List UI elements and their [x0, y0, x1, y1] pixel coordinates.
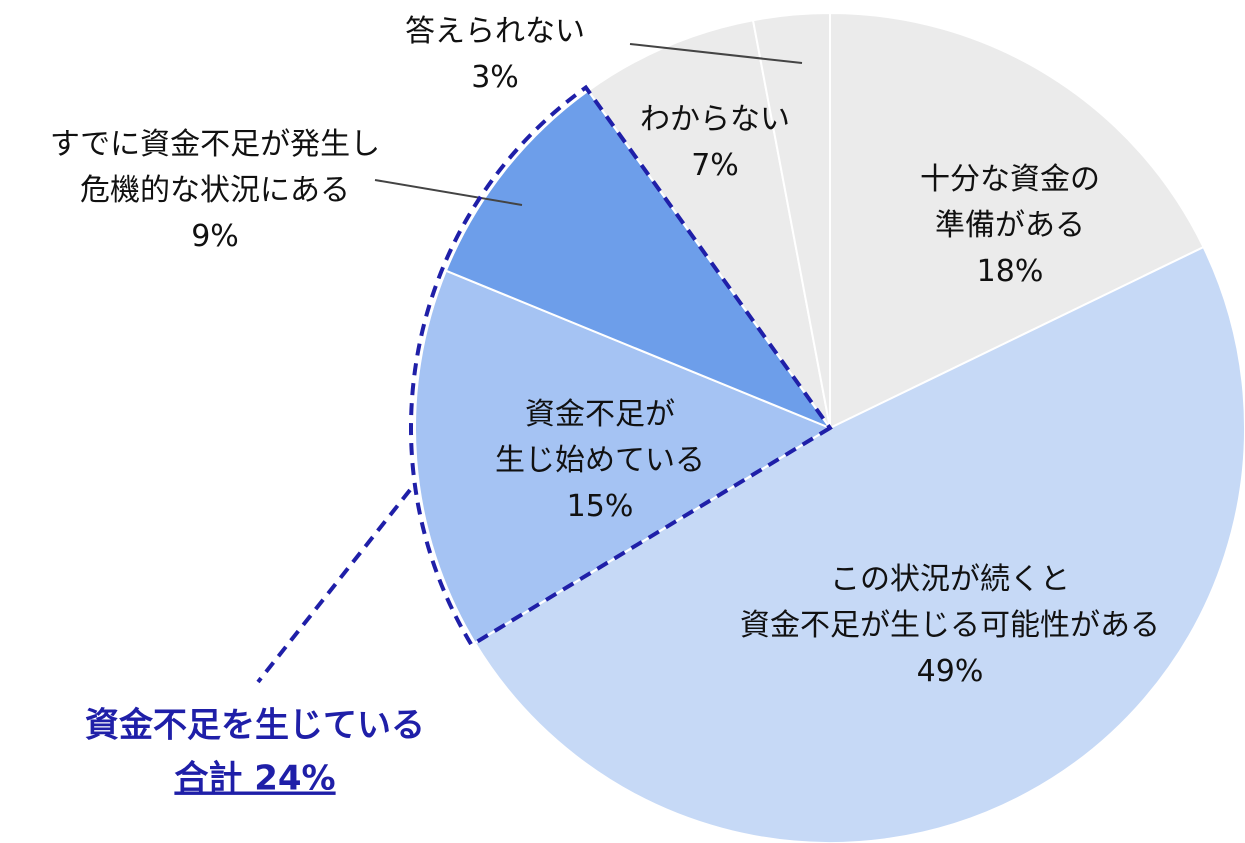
label-line: 危機的な状況にある	[80, 173, 350, 208]
annotation-total: 合計 24%	[174, 759, 335, 799]
value-label: 9%	[191, 219, 239, 254]
slice-label: すでに資金不足が発生し危機的な状況にある 9%	[50, 127, 380, 254]
slice	[751, 11, 831, 429]
slice-label: 答えられない 3%	[405, 14, 585, 95]
label-line: 資金不足が生じる可能性がある	[740, 608, 1160, 643]
slice	[444, 89, 833, 431]
value-label: 49%	[917, 654, 984, 689]
value-label: 7%	[691, 148, 739, 183]
slice	[586, 19, 831, 429]
value-label: 18%	[977, 254, 1044, 289]
label-line: 資金不足が	[525, 397, 675, 432]
annotation-text: 資金不足を生じている	[85, 706, 425, 746]
label-line: 答えられない	[405, 14, 585, 49]
slice-label: 十分な資金の準備がある 18%	[920, 162, 1100, 289]
label-line: すでに資金不足が発生し	[50, 127, 380, 162]
group-outline	[409, 84, 833, 648]
label-line: この状況が続くと	[830, 562, 1070, 597]
leader-line	[374, 179, 523, 206]
slice	[414, 269, 833, 645]
slices	[414, 11, 1245, 843]
leader-line	[629, 43, 803, 64]
slice-label: 資金不足が生じ始めている 15%	[495, 397, 705, 524]
label-line: 十分な資金の	[920, 162, 1100, 197]
slice	[829, 11, 1205, 430]
value-label: 3%	[471, 60, 519, 95]
slice-label: わからない 7%	[640, 102, 790, 183]
annotation-line	[256, 488, 412, 684]
value-label: 15%	[567, 489, 634, 524]
label-line: 準備がある	[935, 208, 1085, 243]
slice-label: この状況が続くと資金不足が生じる可能性がある 49%	[740, 562, 1160, 689]
label-line: 生じ始めている	[495, 443, 705, 478]
label-line: わからない	[640, 102, 790, 137]
